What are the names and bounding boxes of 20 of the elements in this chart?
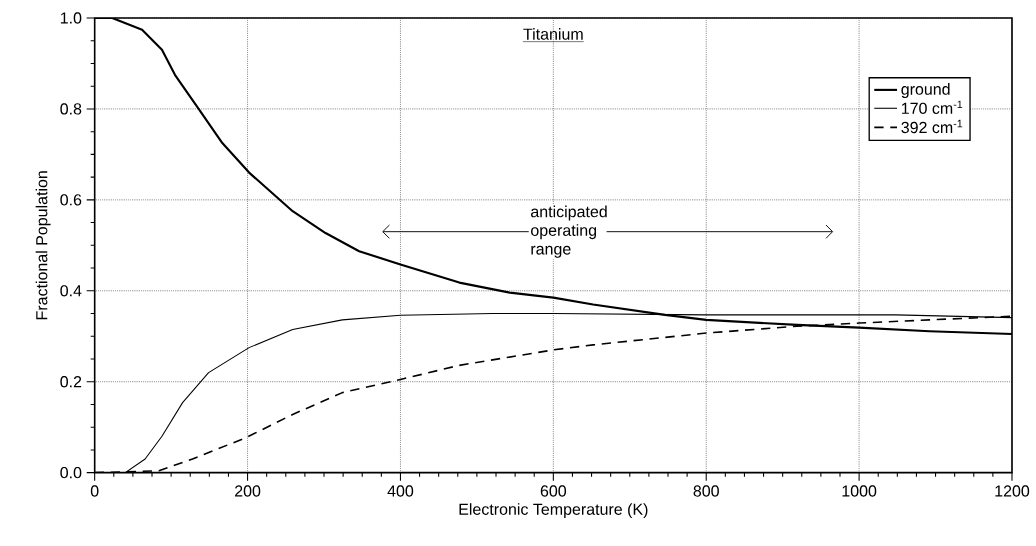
y-axis-title: Fractional Population xyxy=(35,171,51,320)
x-tick-label: 1200 xyxy=(995,485,1030,497)
legend-label: 392 cm$^{-1}$ xyxy=(901,119,963,134)
chart-title: Titanium xyxy=(523,28,583,40)
x-axis-title: Electronic Temperature (K) xyxy=(459,503,648,519)
x-tick-label: 0 xyxy=(90,485,99,497)
y-tick-label: 0.6 xyxy=(60,194,82,206)
y-tick-label: 1.0 xyxy=(60,12,82,24)
legend-label: 170 cm$^{-1}$ xyxy=(901,100,963,114)
x-tick-label: 600 xyxy=(540,485,567,497)
y-tick-label: 0.2 xyxy=(60,376,82,388)
y-tick-label: 0.8 xyxy=(60,103,82,115)
annotation: anticipated operating range xyxy=(531,205,607,258)
legend-label: ground xyxy=(901,83,950,99)
y-tick-label: 0.4 xyxy=(60,285,82,297)
x-tick-label: 400 xyxy=(387,485,414,497)
x-tick-label: 800 xyxy=(693,485,719,497)
x-tick-label: 1000 xyxy=(842,485,877,497)
x-tick-label: 200 xyxy=(235,485,261,497)
y-tick-label: 0.0 xyxy=(60,466,82,479)
